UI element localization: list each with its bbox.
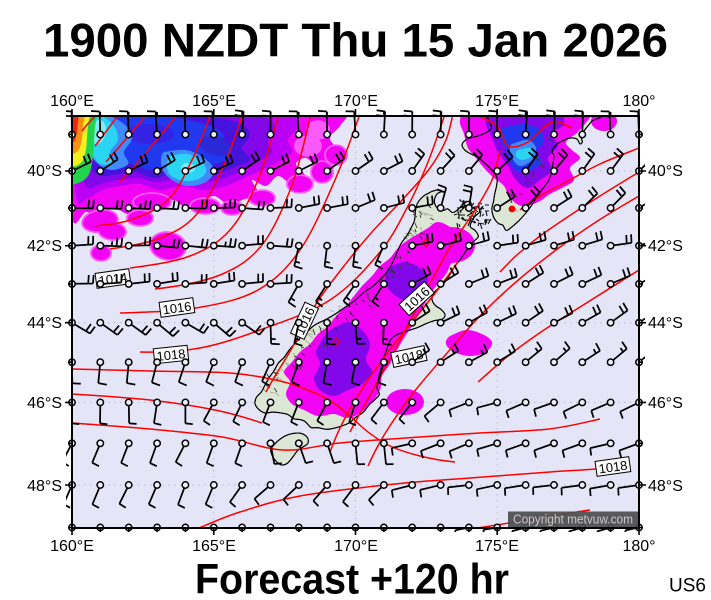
svg-text:165°E: 165°E <box>192 93 236 110</box>
svg-text:40°S: 40°S <box>27 163 62 180</box>
svg-text:1900 NZDT Thu 15 Jan 2026: 1900 NZDT Thu 15 Jan 2026 <box>43 14 668 67</box>
svg-text:46°S: 46°S <box>27 395 62 412</box>
svg-text:180°: 180° <box>622 538 655 555</box>
svg-text:180°: 180° <box>622 93 655 110</box>
svg-text:1018: 1018 <box>598 458 629 477</box>
svg-text:1016: 1016 <box>162 299 193 318</box>
svg-text:175°E: 175°E <box>475 538 519 555</box>
svg-text:Forecast +120 hr: Forecast +120 hr <box>195 556 509 600</box>
svg-text:44°S: 44°S <box>648 315 683 332</box>
svg-text:42°S: 42°S <box>648 238 683 255</box>
svg-text:40°S: 40°S <box>648 163 683 180</box>
svg-text:160°E: 160°E <box>50 93 94 110</box>
svg-text:Copyright metvuw.com: Copyright metvuw.com <box>513 513 633 527</box>
svg-text:1018: 1018 <box>393 347 424 368</box>
svg-text:US6: US6 <box>669 576 706 597</box>
svg-text:170°E: 170°E <box>334 93 378 110</box>
svg-text:1018: 1018 <box>156 346 186 364</box>
svg-text:160°E: 160°E <box>50 538 94 555</box>
svg-text:170°E: 170°E <box>334 538 378 555</box>
svg-text:48°S: 48°S <box>648 478 683 495</box>
svg-text:165°E: 165°E <box>192 538 236 555</box>
svg-text:42°S: 42°S <box>27 238 62 255</box>
svg-text:48°S: 48°S <box>27 478 62 495</box>
svg-text:46°S: 46°S <box>648 395 683 412</box>
svg-text:175°E: 175°E <box>475 93 519 110</box>
svg-text:44°S: 44°S <box>27 315 62 332</box>
